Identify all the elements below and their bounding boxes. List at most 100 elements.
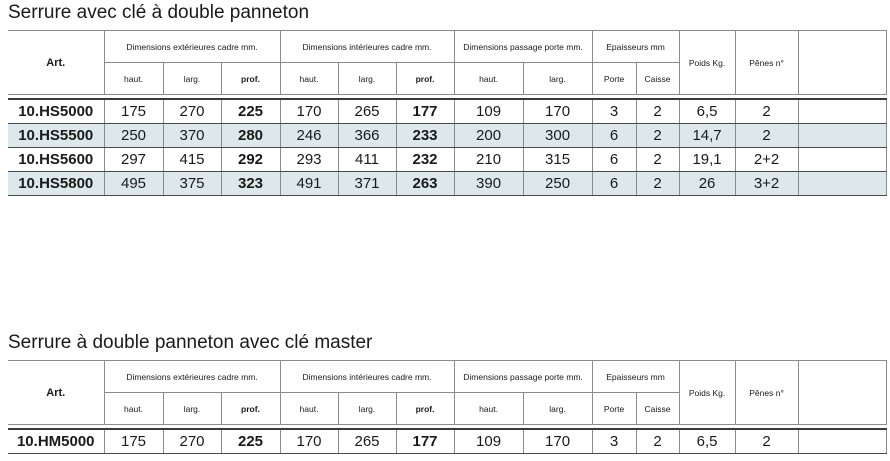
cell-pass-larg: 300 [522, 123, 593, 148]
header-ext-haut: haut. [103, 392, 163, 425]
header-penes: Pênes n° [734, 360, 799, 425]
cell-ext-larg: 415 [162, 147, 221, 172]
cell-caisse: 2 [635, 429, 680, 454]
cell-ext-prof: 225 [220, 429, 280, 454]
table-row: 10.HM5000 175 270 225 170 265 177 109 17… [8, 429, 887, 454]
section-title: Serrure à double panneton avec clé maste… [8, 332, 373, 353]
cell-ext-haut: 250 [103, 123, 163, 148]
header-caisse: Caisse [635, 392, 680, 425]
cell-caisse: 2 [635, 147, 680, 172]
cell-caisse: 2 [635, 99, 680, 124]
cell-int-prof: 233 [395, 123, 455, 148]
cell-int-larg: 371 [337, 171, 396, 196]
product-table: Art. Dimensions extérieures cadre mm. Di… [8, 30, 887, 196]
cell-pass-larg: 170 [522, 99, 593, 124]
header-epaisseurs: Epaisseurs mm [591, 30, 680, 63]
header-empty [797, 30, 887, 95]
table-row: 10.HS5800 495 375 323 491 371 263 390 25… [8, 171, 887, 196]
cell-int-haut: 293 [279, 147, 338, 172]
cell-empty [797, 123, 887, 148]
cell-ext-larg: 375 [162, 171, 221, 196]
cell-porte: 6 [591, 171, 637, 196]
cell-caisse: 2 [635, 171, 680, 196]
header-ext-prof: prof. [220, 392, 280, 425]
cell-ext-prof: 280 [220, 123, 280, 148]
header-dim-passage: Dimensions passage porte mm. [453, 360, 593, 393]
cell-int-larg: 265 [337, 429, 396, 454]
cell-ext-haut: 297 [103, 147, 163, 172]
header-epaisseurs: Epaisseurs mm [591, 360, 680, 393]
header-pass-larg: larg. [522, 62, 593, 95]
cell-int-larg: 265 [337, 99, 396, 124]
header-int-haut: haut. [279, 62, 338, 95]
header-ext-prof: prof. [220, 62, 280, 95]
cell-ext-larg: 370 [162, 123, 221, 148]
cell-caisse: 2 [635, 123, 680, 148]
cell-porte: 6 [591, 123, 637, 148]
cell-int-haut: 170 [279, 99, 338, 124]
header-pass-larg: larg. [522, 392, 593, 425]
table-row: 10.HS5500 250 370 280 246 366 233 200 30… [8, 123, 887, 148]
section-title: Serrure avec clé à double panneton [8, 2, 310, 23]
cell-pass-haut: 210 [453, 147, 524, 172]
header-porte: Porte [591, 392, 637, 425]
cell-penes: 2 [734, 429, 799, 454]
cell-int-haut: 170 [279, 429, 338, 454]
header-porte: Porte [591, 62, 637, 95]
cell-penes: 3+2 [734, 171, 799, 196]
cell-int-prof: 263 [395, 171, 455, 196]
header-dim-int: Dimensions intérieures cadre mm. [279, 360, 455, 393]
cell-empty [797, 429, 887, 454]
cell-int-prof: 177 [395, 429, 455, 454]
header-ext-larg: larg. [162, 62, 221, 95]
header-empty [797, 360, 887, 425]
cell-int-prof: 232 [395, 147, 455, 172]
cell-art: 10.HM5000 [8, 429, 104, 454]
cell-pass-haut: 109 [453, 99, 524, 124]
header-art: Art. [8, 360, 104, 425]
header-separator [8, 424, 887, 430]
cell-poids: 6,5 [678, 429, 736, 454]
header-ext-haut: haut. [103, 62, 163, 95]
cell-pass-larg: 170 [522, 429, 593, 454]
cell-penes: 2 [734, 99, 799, 124]
cell-art: 10.HS5800 [8, 171, 104, 196]
cell-penes: 2 [734, 123, 799, 148]
header-caisse: Caisse [635, 62, 680, 95]
cell-poids: 6,5 [678, 99, 736, 124]
cell-porte: 3 [591, 99, 637, 124]
header-int-haut: haut. [279, 392, 338, 425]
cell-ext-larg: 270 [162, 99, 221, 124]
cell-art: 10.HS5000 [8, 99, 104, 124]
cell-empty [797, 99, 887, 124]
cell-poids: 26 [678, 171, 736, 196]
cell-int-larg: 366 [337, 123, 396, 148]
cell-ext-haut: 495 [103, 171, 163, 196]
cell-pass-haut: 109 [453, 429, 524, 454]
cell-poids: 19,1 [678, 147, 736, 172]
header-separator [8, 94, 887, 100]
header-dim-int: Dimensions intérieures cadre mm. [279, 30, 455, 63]
cell-pass-haut: 390 [453, 171, 524, 196]
table-row: 10.HS5600 297 415 292 293 411 232 210 31… [8, 147, 887, 172]
cell-empty [797, 171, 887, 196]
cell-pass-larg: 315 [522, 147, 593, 172]
cell-art: 10.HS5500 [8, 123, 104, 148]
table-row: 10.HS5000 175 270 225 170 265 177 109 17… [8, 99, 887, 124]
header-poids: Poids Kg. [678, 360, 736, 425]
product-table: Art. Dimensions extérieures cadre mm. Di… [8, 360, 887, 454]
header-int-prof: prof. [395, 392, 455, 425]
header-int-larg: larg. [337, 392, 396, 425]
header-dim-passage: Dimensions passage porte mm. [453, 30, 593, 63]
cell-ext-haut: 175 [103, 429, 163, 454]
cell-ext-prof: 292 [220, 147, 280, 172]
header-ext-larg: larg. [162, 392, 221, 425]
header-dim-ext: Dimensions extérieures cadre mm. [103, 360, 280, 393]
cell-porte: 3 [591, 429, 637, 454]
cell-ext-haut: 175 [103, 99, 163, 124]
cell-penes: 2+2 [734, 147, 799, 172]
cell-art: 10.HS5600 [8, 147, 104, 172]
header-dim-ext: Dimensions extérieures cadre mm. [103, 30, 280, 63]
cell-poids: 14,7 [678, 123, 736, 148]
cell-ext-larg: 270 [162, 429, 221, 454]
